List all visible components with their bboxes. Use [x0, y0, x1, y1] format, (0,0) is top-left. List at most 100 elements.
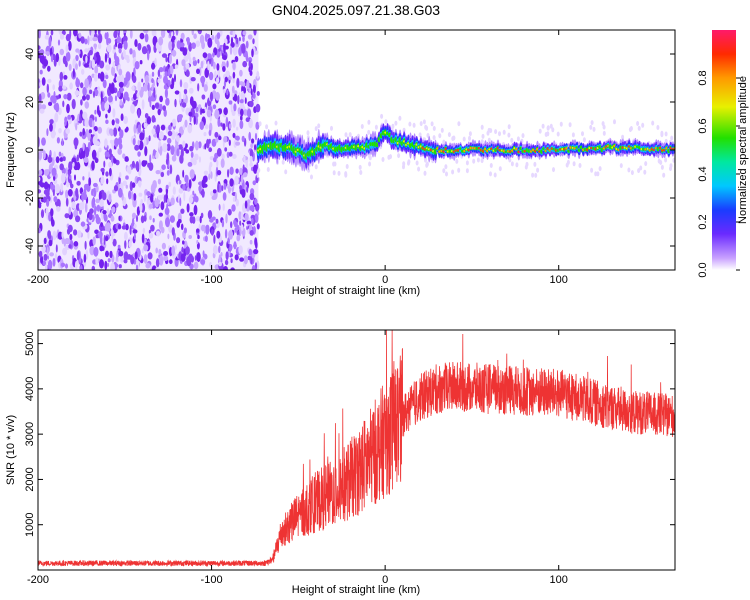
noise-speck	[116, 251, 118, 262]
haze-speck	[274, 120, 278, 126]
noise-speck	[58, 151, 62, 157]
noise-speck	[186, 37, 190, 43]
snr-x-tick-label: 100	[550, 574, 568, 586]
noise-speck	[249, 162, 253, 167]
noise-speck	[144, 146, 148, 157]
noise-speck	[38, 30, 41, 39]
noise-speck	[147, 50, 150, 61]
noise-speck	[94, 207, 97, 216]
haze-speck	[314, 164, 318, 170]
noise-speck	[100, 176, 105, 184]
noise-speck	[79, 113, 82, 124]
noise-speck	[151, 104, 155, 110]
noise-speck	[48, 234, 52, 240]
noise-speck	[213, 234, 216, 244]
noise-speck	[98, 230, 103, 239]
noise-speck	[101, 101, 106, 112]
noise-speck	[151, 128, 156, 135]
spectrogram-x-tick-label: 0	[382, 274, 388, 286]
noise-speck	[112, 158, 117, 164]
noise-speck	[143, 122, 148, 129]
noise-speck	[140, 215, 145, 224]
noise-speck	[82, 176, 85, 181]
haze-speck	[397, 153, 401, 159]
noise-speck	[211, 216, 216, 221]
noise-speck	[228, 151, 233, 157]
noise-speck	[191, 100, 197, 109]
noise-speck	[168, 181, 172, 187]
noise-speck	[240, 108, 244, 117]
noise-speck	[93, 72, 98, 82]
noise-speck	[48, 239, 53, 247]
snr-x-label: Height of straight line (km)	[292, 584, 420, 596]
noise-speck	[65, 189, 69, 199]
noise-speck	[175, 30, 179, 36]
noise-speck	[232, 118, 236, 128]
noise-speck	[152, 180, 157, 189]
noise-speck	[171, 41, 175, 49]
haze-speck	[480, 158, 484, 164]
noise-speck	[123, 115, 128, 125]
noise-speck	[186, 51, 191, 60]
noise-speck	[221, 185, 224, 192]
noise-speck	[43, 181, 49, 190]
noise-speck	[193, 193, 197, 202]
noise-speck	[252, 38, 255, 45]
noise-speck	[42, 260, 47, 266]
noise-speck	[246, 80, 250, 90]
noise-speck	[147, 252, 153, 260]
haze-speck	[480, 124, 484, 130]
noise-speck	[240, 115, 243, 121]
noise-speck	[235, 141, 241, 146]
noise-speck	[99, 71, 105, 82]
noise-speck	[96, 55, 99, 66]
haze-speck	[637, 168, 641, 174]
noise-speck	[62, 100, 65, 108]
noise-speck	[171, 227, 175, 236]
noise-speck	[132, 229, 138, 234]
haze-speck	[360, 124, 364, 129]
noise-speck	[143, 254, 148, 264]
noise-speck	[68, 169, 70, 177]
noise-speck	[50, 54, 54, 63]
noise-speck	[151, 71, 155, 77]
noise-speck	[65, 33, 71, 42]
haze-speck	[398, 115, 402, 121]
haze-speck	[438, 133, 442, 139]
haze-speck	[442, 168, 446, 174]
noise-speck	[203, 170, 209, 176]
noise-speck	[164, 88, 168, 99]
noise-speck	[171, 118, 177, 127]
noise-speck	[92, 135, 98, 145]
noise-speck	[46, 128, 49, 137]
noise-speck	[159, 146, 163, 156]
noise-speck	[90, 30, 95, 37]
noise-speck	[219, 108, 222, 114]
noise-speck	[132, 49, 136, 60]
haze-speck	[462, 136, 466, 142]
noise-speck	[117, 137, 122, 146]
noise-speck	[223, 42, 226, 54]
spectrogram-x-label: Height of straight line (km)	[292, 285, 420, 297]
noise-speck	[240, 174, 244, 184]
noise-speck	[204, 143, 207, 150]
noise-speck	[189, 212, 194, 217]
noise-speck	[218, 261, 222, 267]
haze-speck	[387, 154, 391, 160]
noise-speck	[132, 138, 136, 146]
noise-speck	[115, 123, 119, 130]
spectrogram-y-tick-label: 20	[24, 96, 36, 108]
snr-x-tick-label: 0	[382, 574, 388, 586]
noise-speck	[77, 161, 80, 171]
noise-speck	[84, 48, 89, 53]
noise-speck	[95, 257, 99, 266]
noise-speck	[65, 44, 69, 53]
noise-speck	[53, 151, 57, 161]
noise-speck	[89, 30, 92, 36]
haze-speck	[660, 164, 664, 170]
noise-speck	[166, 170, 170, 176]
noise-speck	[234, 254, 239, 261]
spectrogram-y-tick-label: 0	[24, 147, 36, 153]
noise-speck	[185, 63, 190, 69]
noise-speck	[90, 136, 93, 147]
